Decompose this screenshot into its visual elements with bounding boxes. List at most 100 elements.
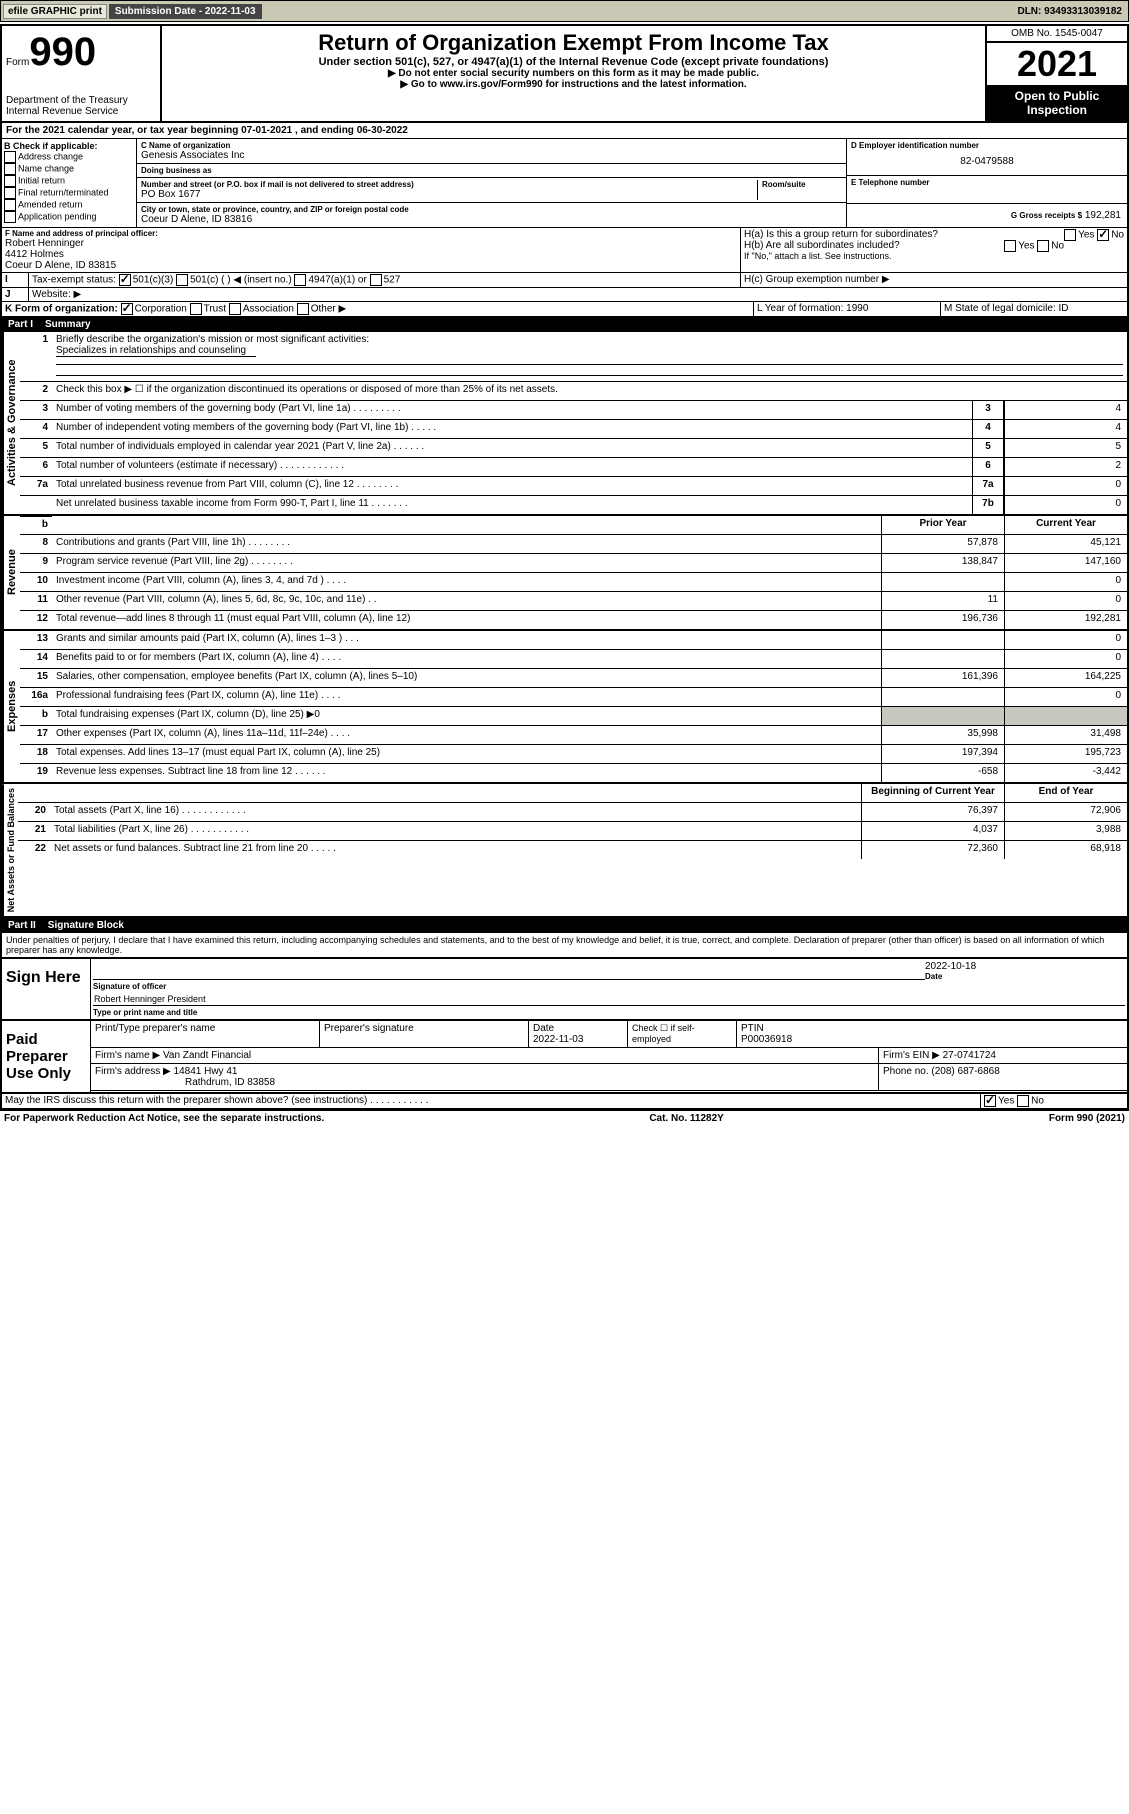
b-label: B Check if applicable: [4, 141, 134, 151]
omb-number: OMB No. 1545-0047 [987, 26, 1127, 43]
f-officer-label: F Name and address of principal officer: [5, 229, 737, 238]
submission-date: Submission Date - 2022-11-03 [109, 4, 262, 19]
c-name-label: C Name of organization [141, 141, 842, 150]
part-1-header: Part ISummary [2, 317, 1127, 332]
officer-addr1: 4412 Holmes [5, 249, 737, 260]
penalty-text: Under penalties of perjury, I declare th… [2, 933, 1127, 957]
street-label: Number and street (or P.O. box if mail i… [141, 180, 757, 189]
table-row: 16aProfessional fundraising fees (Part I… [20, 688, 1127, 707]
irs-label: Internal Revenue Service [6, 106, 156, 117]
l-year: L Year of formation: 1990 [754, 302, 941, 316]
sig-officer-label: Signature of officer [93, 982, 925, 991]
firm-name: Van Zandt Financial [163, 1050, 251, 1061]
tax-period-line-a: For the 2021 calendar year, or tax year … [2, 123, 1127, 139]
chk-527[interactable] [370, 274, 382, 286]
form-ref: Form 990 (2021) [1049, 1113, 1125, 1124]
table-row: 5Total number of individuals employed in… [20, 439, 1127, 458]
chk-name-change[interactable] [4, 163, 16, 175]
m-state: M State of legal domicile: ID [941, 302, 1127, 316]
prep-name-hdr: Print/Type preparer's name [91, 1021, 320, 1047]
date-label: Date [925, 972, 1125, 981]
k-form-org: K Form of organization: Corporation Trus… [2, 302, 754, 316]
signer-name: Robert Henninger President [93, 993, 1125, 1006]
line2-text: Check this box ▶ ☐ if the organization d… [52, 382, 1127, 400]
paid-preparer-label: Paid Preparer Use Only [2, 1021, 91, 1092]
table-row: 8Contributions and grants (Part VIII, li… [20, 535, 1127, 554]
line1-label: Briefly describe the organization's miss… [56, 334, 369, 345]
chk-4947[interactable] [294, 274, 306, 286]
table-row: 22Net assets or fund balances. Subtract … [18, 841, 1127, 859]
firm-ein: 27-0741724 [943, 1050, 996, 1061]
form-title: Return of Organization Exempt From Incom… [166, 30, 981, 56]
vtab-revenue: Revenue [2, 516, 20, 629]
table-row: 3Number of voting members of the governi… [20, 401, 1127, 420]
dept-treasury: Department of the Treasury [6, 95, 156, 106]
chk-501c[interactable] [176, 274, 188, 286]
table-row: 12Total revenue—add lines 8 through 11 (… [20, 611, 1127, 629]
chk-address-change[interactable] [4, 151, 16, 163]
prior-year-hdr: Prior Year [881, 516, 1004, 534]
chk-other[interactable] [297, 303, 309, 315]
discuss-yes[interactable] [984, 1095, 996, 1107]
mission-text: Specializes in relationships and counsel… [56, 345, 256, 357]
firm-addr2: Rathdrum, ID 83858 [185, 1077, 275, 1088]
part-2-header: Part IISignature Block [2, 918, 1127, 933]
chk-app-pending[interactable] [4, 211, 16, 223]
pra-notice: For Paperwork Reduction Act Notice, see … [4, 1113, 324, 1124]
table-row: Net unrelated business taxable income fr… [20, 496, 1127, 514]
self-employed-check[interactable]: Check ☐ if self-employed [628, 1021, 737, 1047]
chk-501c3[interactable] [119, 274, 131, 286]
ha-yes[interactable] [1064, 229, 1076, 241]
chk-trust[interactable] [190, 303, 202, 315]
vtab-expenses: Expenses [2, 631, 20, 782]
tax-exempt-status: Tax-exempt status: 501(c)(3) 501(c) ( ) … [29, 273, 741, 287]
name-title-label: Type or print name and title [93, 1008, 1125, 1017]
h-b: H(b) Are all subordinates included? Yes … [744, 240, 1124, 251]
chk-initial-return[interactable] [4, 175, 16, 187]
table-row: bTotal fundraising expenses (Part IX, co… [20, 707, 1127, 726]
hb-no[interactable] [1037, 240, 1049, 252]
officer-addr2: Coeur D Alene, ID 83815 [5, 260, 737, 271]
table-row: 9Program service revenue (Part VIII, lin… [20, 554, 1127, 573]
table-row: 15Salaries, other compensation, employee… [20, 669, 1127, 688]
table-row: 13Grants and similar amounts paid (Part … [20, 631, 1127, 650]
city-label: City or town, state or province, country… [141, 205, 842, 214]
dba-label: Doing business as [141, 166, 842, 175]
gross-receipts: 192,281 [1085, 210, 1121, 221]
open-public: Open to Public Inspection [987, 85, 1127, 121]
e-phone-label: E Telephone number [851, 178, 1123, 187]
chk-corp[interactable] [121, 303, 133, 315]
table-row: 19Revenue less expenses. Subtract line 1… [20, 764, 1127, 782]
discuss-no[interactable] [1017, 1095, 1029, 1107]
table-row: 7aTotal unrelated business revenue from … [20, 477, 1127, 496]
ssn-warning: ▶ Do not enter social security numbers o… [166, 68, 981, 79]
street-value: PO Box 1677 [141, 189, 757, 200]
tax-year: 2021 [987, 43, 1127, 85]
goto-link[interactable]: ▶ Go to www.irs.gov/Form990 for instruct… [166, 79, 981, 90]
section-b: B Check if applicable: Address change Na… [2, 139, 137, 227]
dln-label: DLN: 93493313039182 [1017, 6, 1128, 17]
h-c: H(c) Group exemption number ▶ [741, 273, 1127, 287]
begin-year-hdr: Beginning of Current Year [861, 784, 1004, 802]
h-a: H(a) Is this a group return for subordin… [744, 229, 1124, 240]
hb-yes[interactable] [1004, 240, 1016, 252]
vtab-governance: Activities & Governance [2, 332, 20, 514]
prep-date: 2022-11-03 [533, 1034, 583, 1045]
ein-value: 82-0479588 [851, 150, 1123, 173]
firm-addr1: 14841 Hwy 41 [174, 1066, 238, 1077]
ha-no[interactable] [1097, 229, 1109, 241]
phone-value [851, 187, 1123, 201]
form-number: 990 [29, 30, 96, 74]
org-name: Genesis Associates Inc [141, 150, 842, 161]
chk-assoc[interactable] [229, 303, 241, 315]
sign-here-label: Sign Here [2, 959, 91, 1019]
chk-final-return[interactable] [4, 187, 16, 199]
table-row: 11Other revenue (Part VIII, column (A), … [20, 592, 1127, 611]
end-year-hdr: End of Year [1004, 784, 1127, 802]
table-row: 14Benefits paid to or for members (Part … [20, 650, 1127, 669]
table-row: 20Total assets (Part X, line 16) . . . .… [18, 803, 1127, 822]
vtab-netassets: Net Assets or Fund Balances [2, 784, 18, 916]
efile-print-button[interactable]: efile GRAPHIC print [3, 4, 107, 19]
ptin-value: P00036918 [741, 1034, 792, 1045]
chk-amended[interactable] [4, 199, 16, 211]
